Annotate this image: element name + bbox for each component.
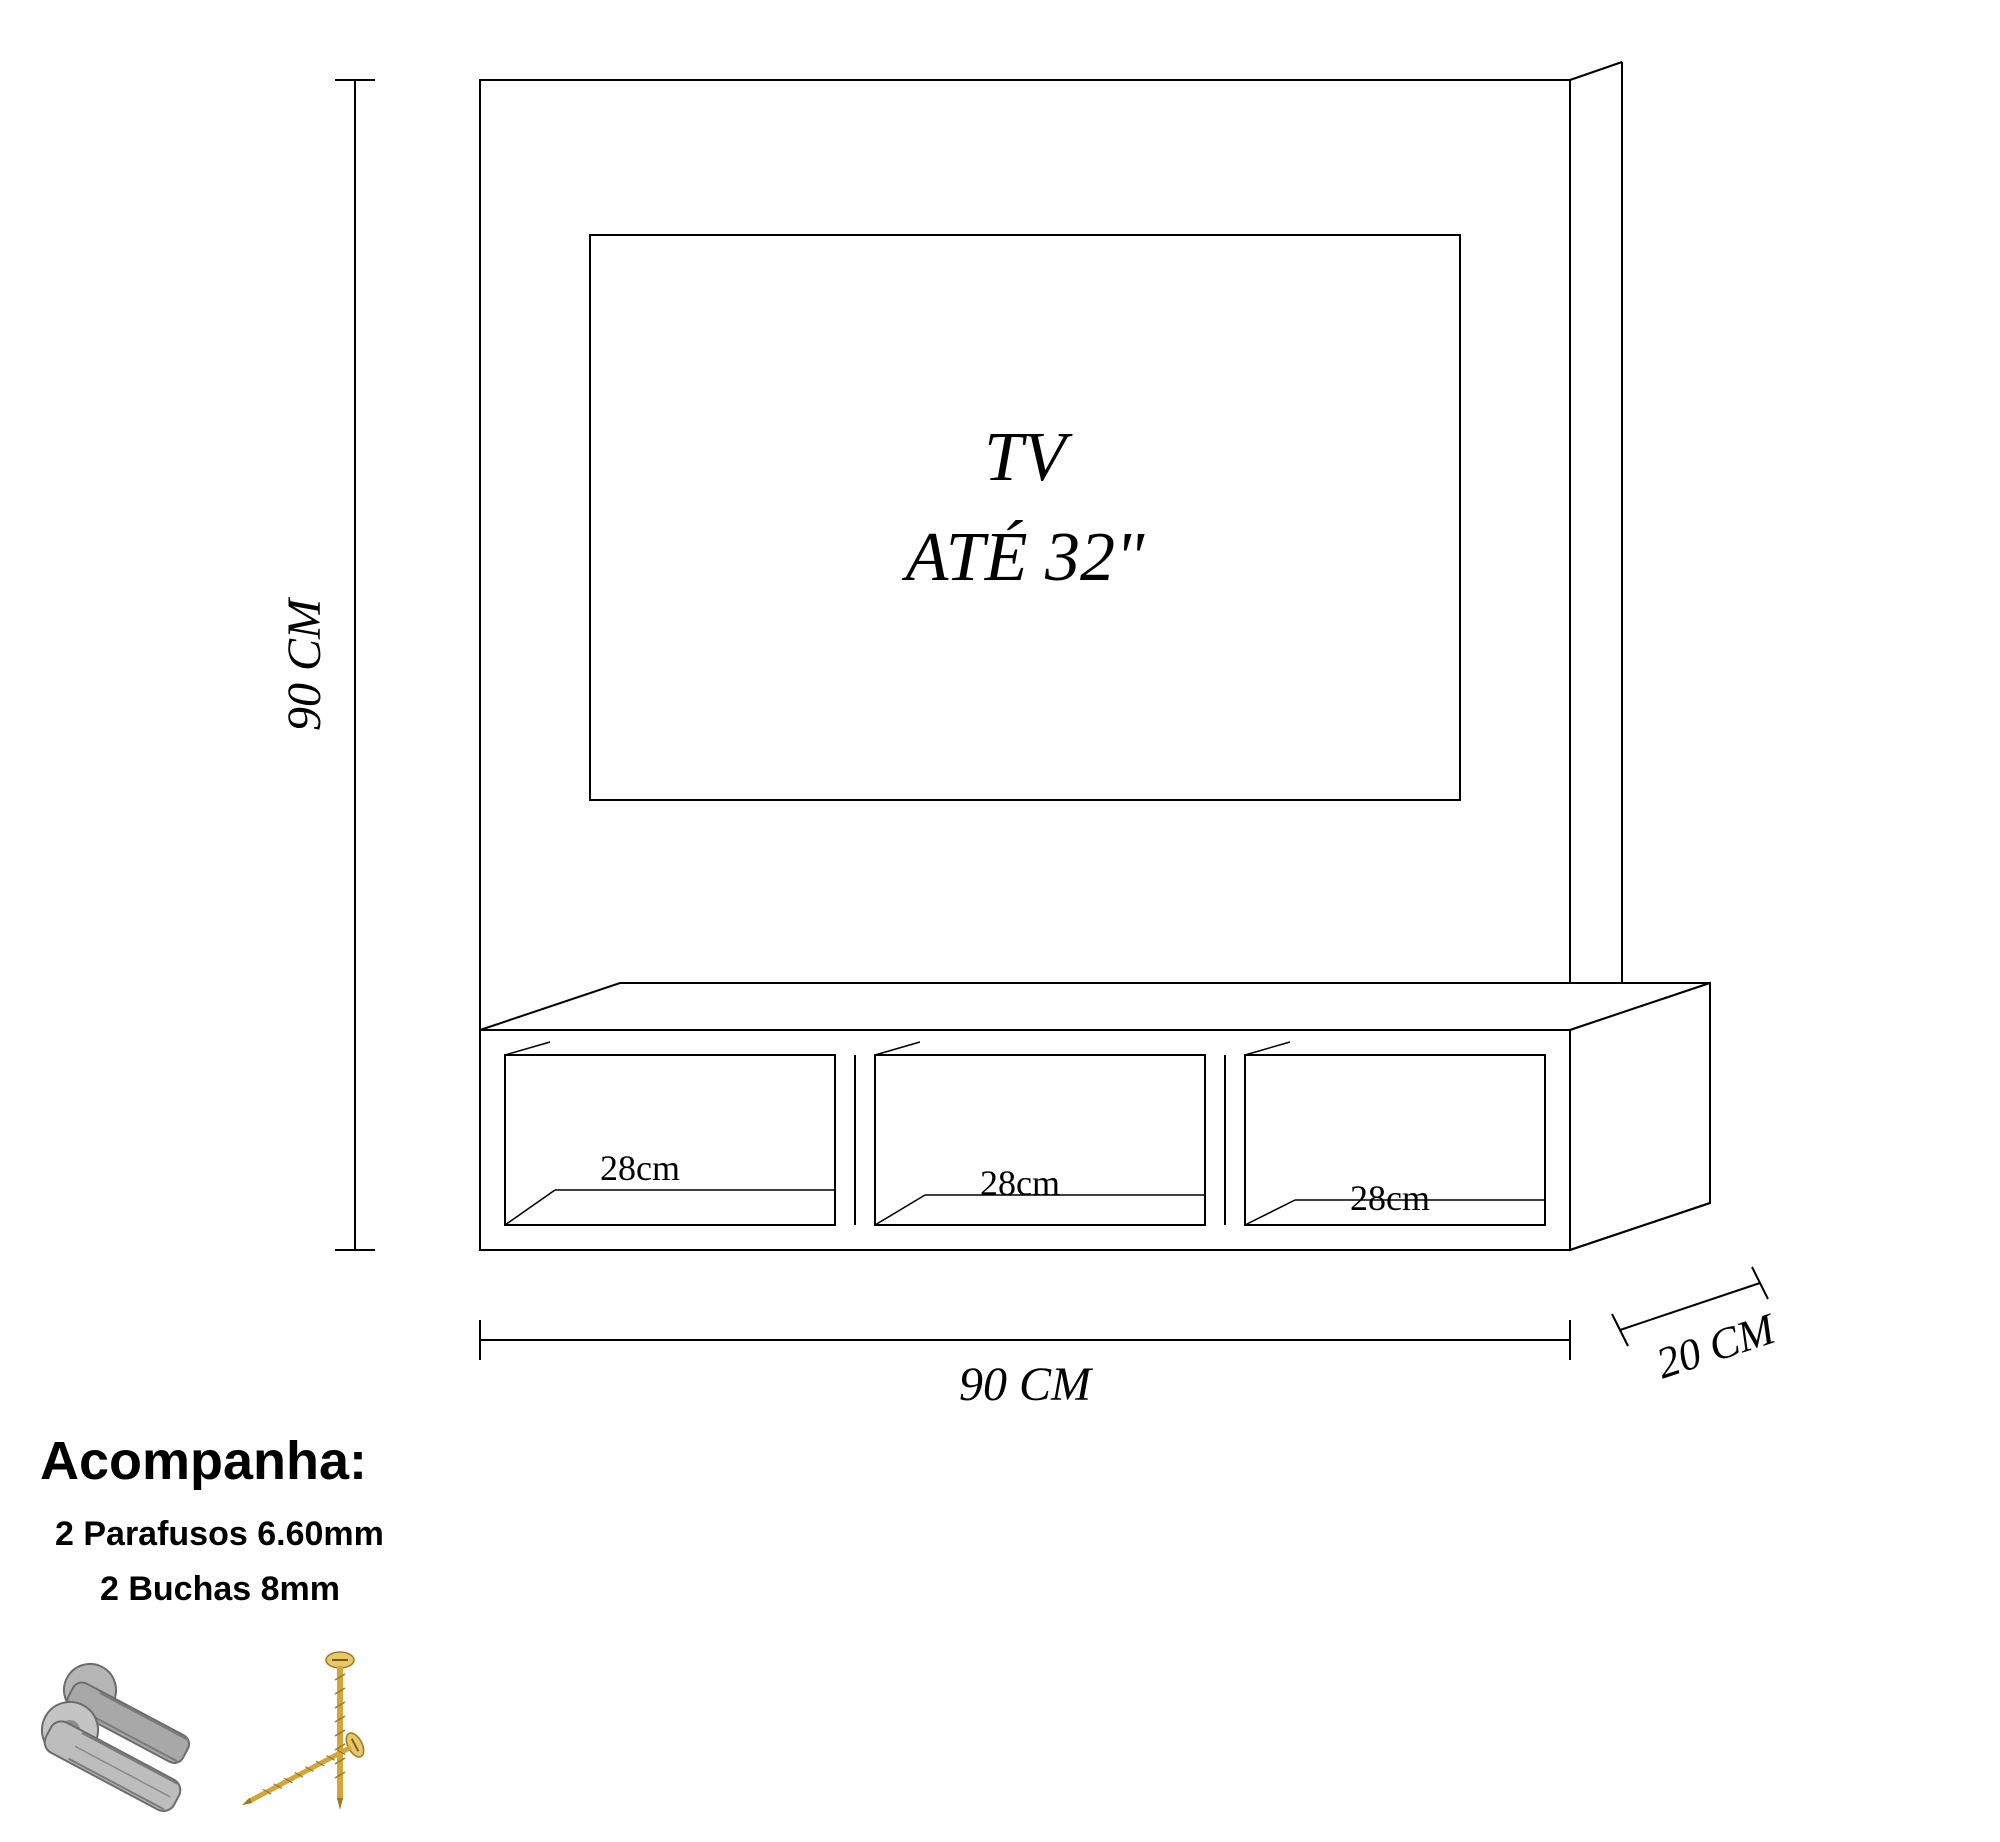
shelf-compartment-1 [505, 1042, 835, 1225]
wall-plug-pair-icon [32, 1655, 203, 1815]
shelf-unit [480, 983, 1710, 1250]
tv-label-line1: TV [984, 419, 1073, 496]
shelf-width-label-1: 28cm [600, 1148, 680, 1188]
dimension-height-label: 90 CM [278, 596, 331, 731]
tv-label-line2: ATÉ 32" [902, 519, 1145, 596]
accompanies-item-1: 2 Parafusos 6.60mm [55, 1515, 384, 1554]
diagram-canvas: TV ATÉ 32" [0, 0, 2000, 1842]
technical-drawing-svg: TV ATÉ 32" [0, 0, 2000, 1842]
dimension-width [480, 1320, 1570, 1360]
accompanies-item-2: 2 Buchas 8mm [100, 1570, 340, 1609]
dimension-width-label: 90 CM [959, 1358, 1094, 1411]
dimension-depth-label: 20 CM [1650, 1303, 1782, 1388]
screw-pair-icon [236, 1652, 367, 1817]
accompanies-title: Acompanha: [40, 1430, 367, 1492]
shelf-width-label-2: 28cm [980, 1163, 1060, 1203]
tv-placeholder-box [590, 235, 1460, 800]
shelf-width-label-3: 28cm [1350, 1178, 1430, 1218]
dimension-height [335, 80, 375, 1250]
